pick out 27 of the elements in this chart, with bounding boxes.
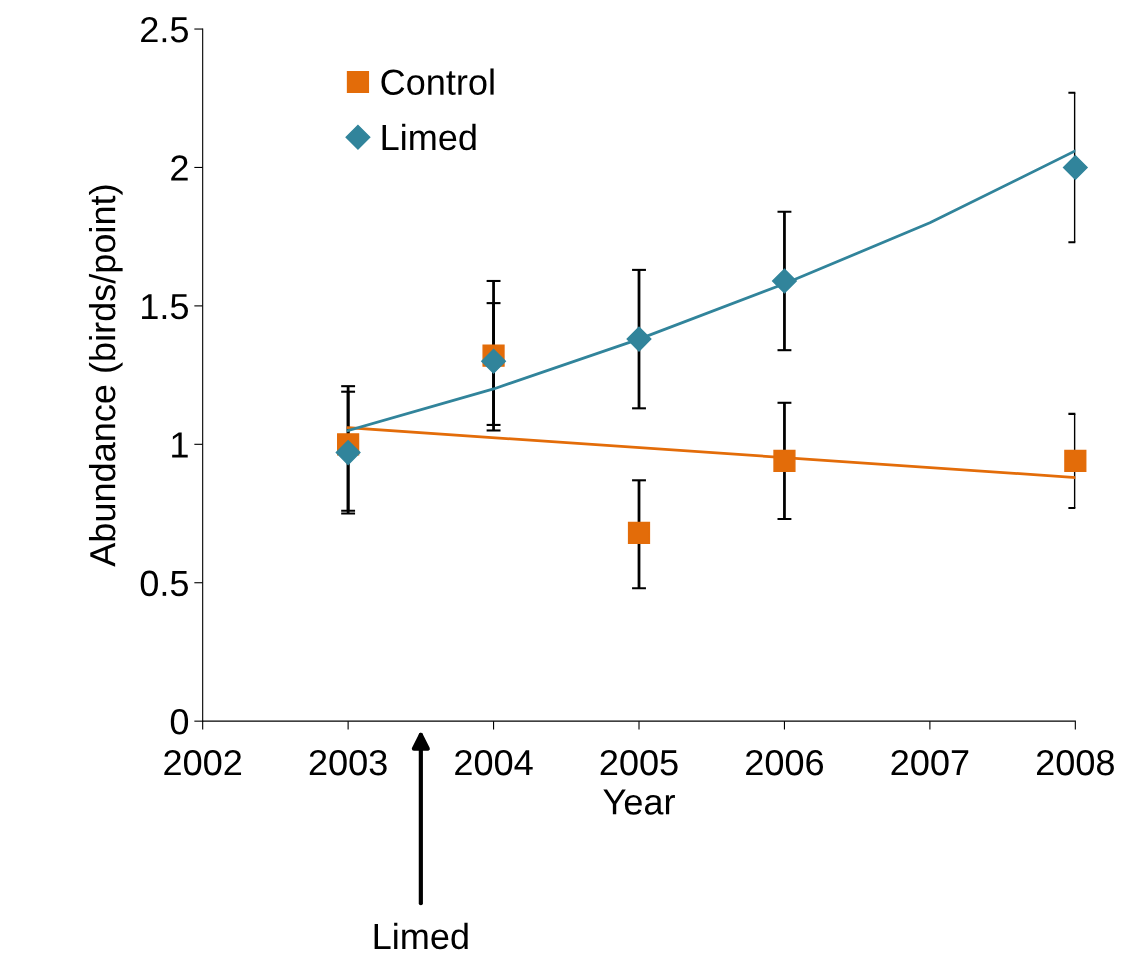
x-tick-label: 2007: [891, 749, 969, 776]
point: [627, 521, 651, 545]
y-tick-label: 2: [171, 155, 188, 181]
text: Limed: [374, 922, 468, 950]
point: [626, 326, 652, 352]
y-axis-title: Abundance (birds/point): [88, 185, 123, 567]
point: [771, 268, 797, 294]
y-tick-label: 2.5: [141, 16, 188, 43]
x-tick-label: 2008: [1036, 749, 1114, 776]
point: [1062, 154, 1088, 180]
point: [1064, 449, 1087, 473]
y-tick-label: 0: [170, 709, 189, 735]
x-tick-label: 2002: [164, 749, 242, 776]
y-tick-label: 0.5: [140, 570, 188, 597]
x-tick-label: 2005: [600, 749, 678, 776]
legend-label: Limed: [382, 123, 476, 151]
y-tick-label: 1.5: [142, 294, 188, 320]
point: [773, 449, 796, 473]
x-tick-label: 2003: [309, 749, 387, 776]
x-axis-title: Year: [603, 789, 675, 815]
x-tick-label: 2004: [455, 749, 533, 776]
y-tick-label: 1: [172, 432, 188, 458]
x-tick-label: 2006: [746, 749, 824, 776]
legend-label: Control: [381, 68, 494, 95]
line-series: [346, 149, 1076, 432]
point: [335, 440, 361, 466]
point: [481, 348, 507, 374]
